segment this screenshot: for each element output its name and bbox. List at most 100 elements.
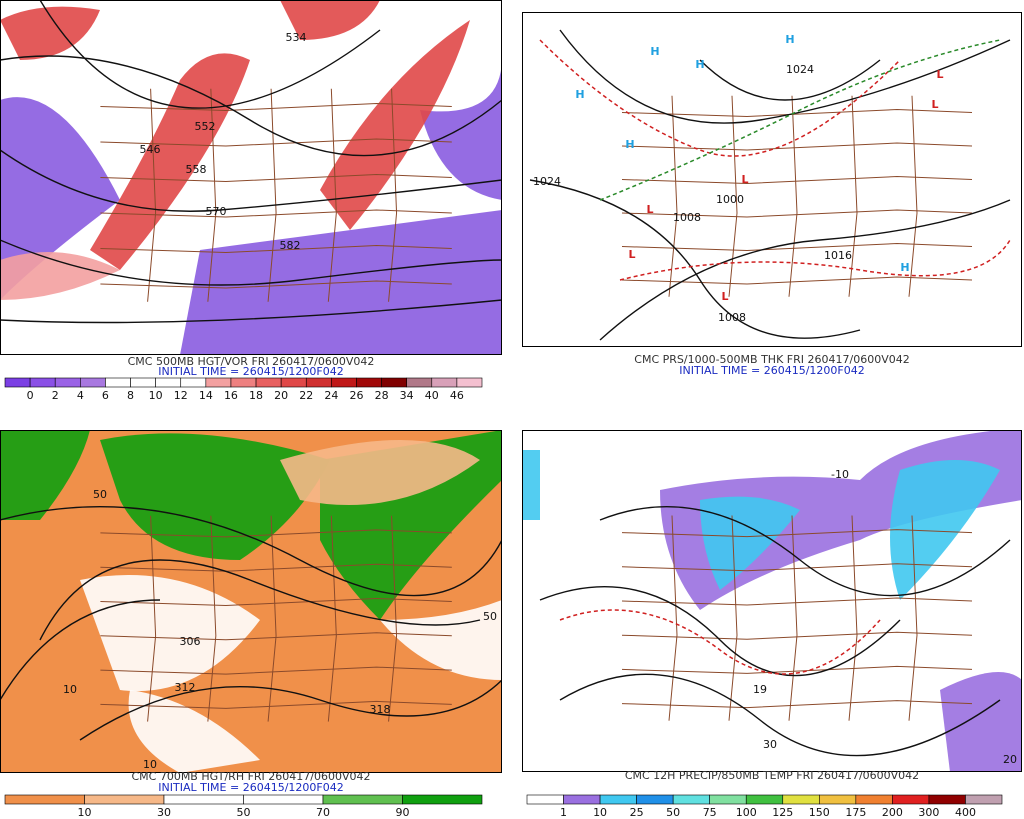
border-line [147,515,157,722]
border-line [100,563,452,572]
colorbar-label: 10 [593,806,607,819]
border-line [621,209,973,218]
contour [0,599,161,701]
colorbar-label: 4 [77,389,84,402]
thickness-contour [559,609,881,675]
shaded-area [100,433,330,560]
border-line [100,529,452,538]
colorbar-box [205,377,232,388]
border-line [100,244,452,254]
shaded-area [380,600,502,680]
contour [0,239,502,286]
colorbar-label: 125 [772,806,793,819]
contour-label: 1024 [786,63,814,76]
colorbar-label: 34 [400,389,414,402]
shaded-area [700,496,800,590]
border-line [267,88,277,302]
shaded-area [280,440,480,505]
contour [539,585,901,677]
border-line [621,563,973,572]
pressure-center: H [785,33,794,46]
initial-time: INITIAL TIME = 260415/1200F042 [158,781,343,794]
pressure-center: H [695,58,704,71]
colorbar-label: 50 [237,806,251,819]
colorbar-label: 16 [224,389,238,402]
colorbar-box [280,377,307,388]
contour-label: -10 [831,468,849,481]
colorbar-label: 10 [149,389,163,402]
border-line [728,515,738,721]
contour-label: 312 [175,681,196,694]
contour-label: 1000 [716,193,744,206]
contour [699,59,881,101]
colorbar-label: 24 [324,389,338,402]
panel-title: CMC PRS/1000-500MB THK FRI 260417/0600V0… [634,353,909,366]
contour-label: 50 [483,610,497,623]
initial-time: INITIAL TIME = 260415/1200F042 [679,364,864,377]
colorbar-label: 26 [349,389,363,402]
contour [599,506,1011,597]
colorbar-box [456,377,483,388]
map-frame [0,0,502,355]
colorbar-box [636,794,674,805]
border-line [327,515,337,722]
map-panel: 534 552 558 570 582 546 [0,0,502,355]
border-line [621,142,973,151]
panel-title: CMC 500MB HGT/VOR FRI 260417/0600V042 [128,355,375,368]
contour-label: 50 [93,488,107,501]
colorbar-box [745,794,784,805]
colorbar-label: 6 [102,389,109,402]
contour [79,679,502,741]
colorbar-box [526,794,564,805]
colorbar-box [782,794,820,805]
contour-label: 1016 [824,249,852,262]
contour-label: 558 [186,163,207,176]
colorbar-label: 25 [630,806,644,819]
contour [0,149,502,212]
colorbar-box [892,794,930,805]
colorbar-box [855,794,893,805]
colorbar-box [155,377,182,388]
shaded-area [940,672,1022,772]
colorbar-label: 40 [425,389,439,402]
pressure-center: L [931,98,938,111]
border-line [100,138,452,147]
contour [529,179,861,339]
colorbar-box [305,377,332,388]
border-line [621,700,973,709]
map-panel: 1024 1008 1016 1000 1008 1024 H H H H H H L L L L L L [522,12,1022,347]
colorbar-label: 300 [918,806,939,819]
border-line [100,700,452,709]
pressure-center: H [625,138,634,151]
border-line [621,597,973,606]
contour-label: 1008 [718,311,746,324]
pressure-center: H [900,261,909,274]
contour [599,199,1011,341]
pressure-center: L [628,248,635,261]
colorbar-box [322,794,403,805]
colorbar-label: 175 [845,806,866,819]
map-frame [522,12,1022,347]
border-line [908,95,918,297]
contour [39,559,481,641]
pressure-center: H [575,88,584,101]
colorbar-box [402,794,483,805]
contour [0,299,502,324]
contour [0,505,502,597]
colorbar-label: 30 [157,806,171,819]
colorbar-box [29,377,56,388]
border-line [267,515,277,722]
contour [0,55,502,157]
colorbar-label: 200 [882,806,903,819]
colorbar-label: 100 [736,806,757,819]
colorbar-label: 10 [78,806,92,819]
panel-title: CMC 12H PRECIP/850MB TEMP FRI 260417/060… [625,769,919,782]
border-line [100,209,452,218]
shaded-area [0,430,90,520]
border-line [100,632,452,641]
initial-time: INITIAL TIME = 260415/1200F042 [158,365,343,378]
border-line [207,515,217,722]
map-panel: -10 19 30 20 [522,430,1022,772]
colorbar-label: 75 [703,806,717,819]
